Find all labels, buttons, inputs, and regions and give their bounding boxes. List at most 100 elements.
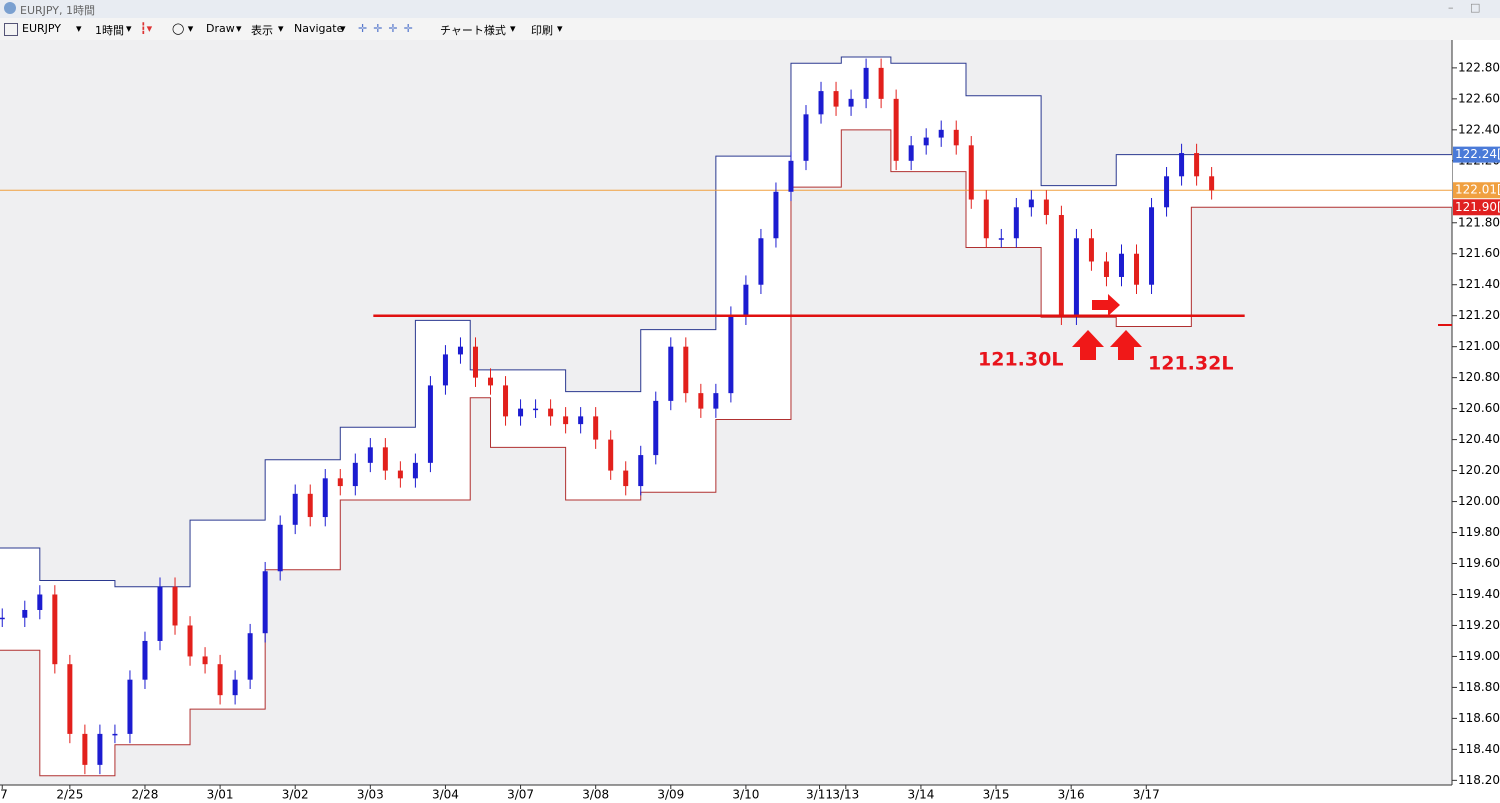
candle-body [983,199,989,239]
y-tick-label: 119.80[0 [1458,525,1500,539]
maximize-button[interactable]: □ [1470,1,1481,14]
candle-style-button[interactable]: ┇▾ [140,22,153,35]
candle-body [818,91,824,115]
x-tick-label: 3/13 [832,788,859,802]
candle-body [968,145,974,200]
dropdown-arrow[interactable]: ▾ [236,22,242,35]
x-tick-label: 3/07 [507,788,534,802]
candle-body [1043,199,1049,216]
app-icon [4,2,16,14]
candle-body [442,354,448,386]
candle-body [728,315,734,394]
right-arrow [1092,294,1120,316]
x-tick-label: 2/25 [56,788,83,802]
toolbar: EURJPY ▾ 1時間 ▾ ┇▾ ◯ ▾ Draw ▾ 表示 ▾ Naviga… [0,18,1500,41]
candle-body [638,455,644,487]
timeframe-select[interactable]: 1時間 [95,24,124,37]
symbol-select[interactable]: EURJPY [22,22,61,35]
annotation: 121.30L [978,349,1063,371]
chart: 118.20[0 118.40[0 118.60[0 118.80[0 119.00[0… [0,40,1500,803]
candle-body [1209,176,1215,191]
price-tag-label: 122.01[ [1455,183,1500,197]
candle-body [1164,176,1170,208]
candle-body [307,493,313,518]
y-tick-label: 120.40[0 [1458,432,1500,446]
channel-fill [0,57,1452,776]
candle-body [112,733,118,736]
price-tag [1453,182,1500,199]
y-tick-label: 121.60[0 [1458,246,1500,260]
price-axis-background [1452,40,1500,803]
candle-body [893,98,899,161]
x-tick-label: 3/08 [582,788,609,802]
price-tag-label: 122.24[ [1455,147,1500,161]
dropdown-arrow[interactable]: ▾ [340,22,346,35]
dropdown-arrow[interactable]: ▾ [510,22,516,35]
y-tick-label: 118.60[0 [1458,711,1500,725]
candle-body [503,385,509,417]
candle-body [1118,253,1124,277]
y-tick-label: 119.40[0 [1458,587,1500,601]
x-tick-label: 3/14 [907,788,934,802]
candle-body [127,679,133,734]
candle-body [202,656,208,665]
candle-body [548,408,554,417]
y-tick-label: 119.60[0 [1458,556,1500,570]
candle-body [518,408,524,417]
dropdown-arrow[interactable]: ▾ [278,22,284,35]
y-tick-label: 121.00[0 [1458,339,1500,353]
y-tick-label: 122.40[0 [1458,122,1500,136]
candle-body [22,609,28,618]
candle-body [472,346,478,378]
candle-body [1073,238,1079,316]
candle-body [803,114,809,161]
y-tick-label: 122.60[0 [1458,91,1500,105]
candle-body [1058,215,1064,316]
candle-body [157,586,163,641]
view-menu[interactable]: 表示 [251,24,273,37]
window-title: EURJPY, 1時間 [20,4,95,17]
candle-body [653,400,659,456]
candle-body [262,571,268,634]
draw-menu[interactable]: Draw [206,22,235,35]
y-tick-label: 121.20[0 [1458,308,1500,322]
chart-style-menu[interactable]: チャート様式 [440,24,506,37]
price-tag [1453,199,1500,216]
candle-body [1013,207,1019,239]
dropdown-arrow[interactable]: ▾ [557,22,563,35]
crosshair-buttons[interactable]: ✛✛✛✛ [358,22,419,35]
candle-body [97,733,103,765]
print-menu[interactable]: 印刷 [531,24,553,37]
channel-line [0,56,1452,588]
candle-body [412,462,418,479]
y-tick-label: 118.40[0 [1458,742,1500,756]
chart-icon [4,23,18,36]
candle-body [1179,153,1185,177]
x-tick-label: 3/09 [657,788,684,802]
candle-body [833,91,839,107]
candle-body [382,447,388,471]
candle-body [337,478,343,487]
candle-body [82,733,88,765]
candle-body [37,594,43,610]
x-tick-label: 7 [0,788,8,802]
y-tick-label: 120.00[0 [1458,494,1500,508]
shape-button[interactable]: ◯ ▾ [172,22,194,35]
candle-body [623,470,629,487]
dropdown-arrow[interactable]: ▾ [76,22,82,35]
candle-body [563,416,569,425]
candle-body [352,462,358,487]
candle-body [998,238,1004,240]
candle-body [457,346,463,355]
title-bar: EURJPY, 1時間 – □ [0,0,1500,18]
x-tick-label: 3/15 [983,788,1010,802]
y-tick-label: 118.80[0 [1458,680,1500,694]
annotation-arrows [1072,294,1142,360]
navigate-menu[interactable]: Navigate [294,22,344,35]
dropdown-arrow[interactable]: ▾ [126,22,132,35]
x-tick-label: 3/11 [806,788,833,802]
candle-body [698,393,704,409]
y-tick-label: 121.80[0 [1458,215,1500,229]
y-tick-label: 120.80[0 [1458,370,1500,384]
minimize-button[interactable]: – [1448,1,1454,14]
